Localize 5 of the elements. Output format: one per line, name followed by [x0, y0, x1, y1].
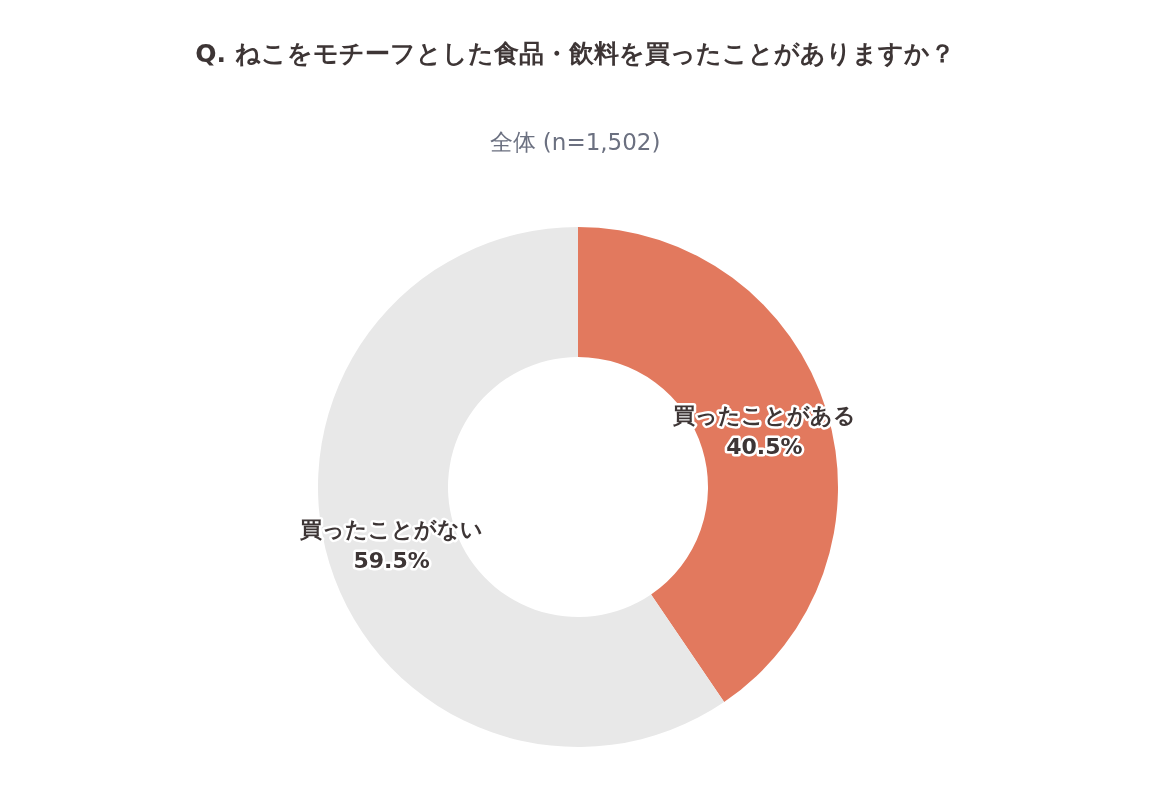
chart-title: Q. ねこをモチーフとした食品・飲料を買ったことがありますか？ — [195, 39, 955, 68]
data-label: 59.5% — [353, 548, 430, 574]
chart-subtitle: 全体 (n=1,502) — [489, 129, 661, 155]
slice-label: 買ったことがない — [299, 517, 484, 543]
data-label: 40.5% — [726, 433, 803, 459]
